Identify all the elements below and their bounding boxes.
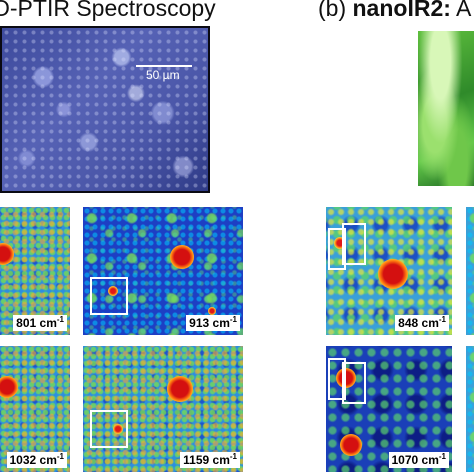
roi-box	[90, 410, 128, 448]
hotspot	[0, 243, 14, 265]
wavenumber-exponent: -1	[229, 315, 237, 324]
hotspot	[336, 368, 356, 388]
wavenumber-exponent: -1	[56, 315, 64, 324]
particle-texture	[2, 28, 208, 191]
roi-box	[342, 362, 366, 404]
panel-b-heading-instrument: nanoIR2:	[352, 0, 451, 21]
panel-b-heading-suffix: A	[450, 0, 472, 21]
nanoir-map-1070: 1070 cm-1	[326, 346, 452, 472]
wavenumber-exponent: -1	[229, 452, 237, 461]
scale-bar	[136, 65, 192, 67]
wavenumber-exponent: -1	[438, 452, 446, 461]
wavenumber-label: 1070 cm-1	[388, 452, 449, 468]
wavenumber-label: 848 cm-1	[395, 315, 449, 331]
ir-map-801: 801 cm-1	[0, 207, 70, 335]
optical-micrograph-a: 50 µm	[0, 26, 210, 193]
wavenumber-value: 1159 cm	[183, 453, 230, 467]
wavenumber-exponent: -1	[56, 452, 64, 461]
roi-box	[90, 277, 128, 315]
hotspot	[340, 434, 362, 456]
scale-bar-label: 50 µm	[146, 68, 180, 82]
panel-a-heading-text: O-PTIR Spectroscopy	[0, 0, 216, 21]
hotspot	[0, 376, 18, 398]
nanoir-map-cropped	[466, 207, 474, 335]
nanoir-map-cropped	[466, 346, 474, 472]
roi-box	[328, 358, 346, 400]
wavenumber-value: 1032 cm	[9, 453, 57, 467]
hotspot	[108, 286, 118, 296]
nanoir-map-848: 848 cm-1	[326, 207, 452, 335]
hotspot	[208, 307, 216, 315]
panel-b-heading-prefix: (b)	[318, 0, 353, 21]
hotspot	[167, 376, 193, 402]
ir-map-1159: 1159 cm-1	[83, 346, 243, 472]
ir-map-1032: 1032 cm-1	[0, 346, 70, 472]
roi-box	[342, 223, 366, 265]
wavenumber-value: 801 cm	[16, 316, 57, 330]
wavenumber-label: 1159 cm-1	[180, 452, 240, 468]
optical-image-b	[418, 31, 474, 186]
wavenumber-value: 848 cm	[398, 316, 439, 330]
wavenumber-label: 801 cm-1	[13, 315, 67, 331]
wavenumber-value: 913 cm	[189, 316, 230, 330]
roi-box	[328, 228, 346, 270]
hotspot	[378, 259, 408, 289]
hotspot	[113, 424, 123, 434]
panel-a-heading: O-PTIR Spectroscopy	[0, 0, 216, 22]
wavenumber-exponent: -1	[438, 315, 446, 324]
hotspot	[170, 245, 194, 269]
wavenumber-label: 913 cm-1	[186, 315, 240, 331]
panel-b-heading: (b) nanoIR2: A	[318, 0, 471, 22]
ir-map-913: 913 cm-1	[83, 207, 243, 335]
wavenumber-label: 1032 cm-1	[6, 452, 67, 468]
wavenumber-value: 1070 cm	[391, 453, 439, 467]
